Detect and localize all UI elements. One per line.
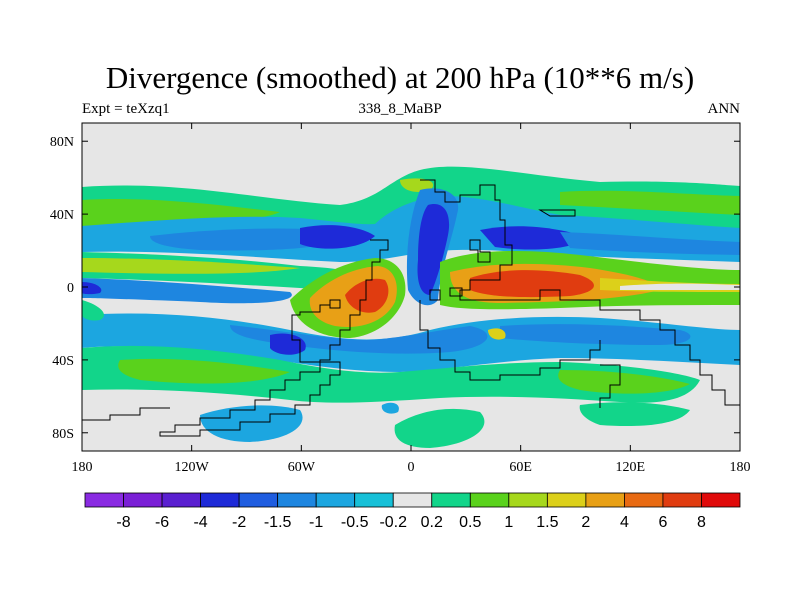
atlantic-divergence-red — [345, 278, 389, 313]
colorbar-label: 8 — [697, 514, 706, 531]
coast-islands — [329, 287, 463, 309]
x-tick-label: 180 — [72, 460, 93, 475]
colorbar-swatch — [701, 492, 741, 508]
sh-divergence-yellowgreen — [118, 358, 291, 384]
colorbar-swatch — [200, 492, 240, 508]
y-tick-label: 0 — [67, 281, 74, 296]
colorbar-swatch — [161, 492, 201, 508]
colorbar-swatch — [315, 492, 356, 508]
coast-europe-africa — [420, 179, 740, 406]
central-convergence-darkblue — [417, 204, 450, 295]
antarctic-blue-small — [381, 402, 399, 414]
sh-yellow-spot — [488, 328, 506, 340]
sh-divergence-green — [82, 345, 700, 403]
colorbar-label: 6 — [658, 514, 667, 531]
indian-divergence-red — [470, 270, 594, 298]
colorbar-label: -4 — [193, 514, 207, 531]
equatorial-darkblue-tip — [82, 282, 102, 295]
colorbar-label: -1 — [309, 514, 323, 531]
coastlines — [82, 179, 740, 437]
colorbar-label: -6 — [155, 514, 169, 531]
colorbar-label: -0.2 — [379, 514, 407, 531]
y-tick-label: 40N — [50, 208, 74, 223]
x-tick-label: 120W — [175, 460, 210, 475]
nh-yellow-spot — [400, 178, 434, 192]
colorbar-swatch — [546, 492, 587, 508]
colorbar-label: 2 — [581, 514, 590, 531]
colorbar-label: 0.5 — [459, 514, 481, 531]
y-tick-label: 80S — [52, 427, 74, 442]
colorbar-swatch — [277, 492, 317, 508]
map-area — [82, 123, 740, 451]
x-tick-label: 60W — [288, 460, 316, 475]
run-label: 338_8_MaBP — [358, 101, 442, 117]
coast-antarctic-west — [82, 407, 170, 421]
x-tick-label: 60E — [509, 460, 532, 475]
colorbar-swatch — [585, 492, 625, 508]
colorbar-label: -8 — [116, 514, 130, 531]
equatorial-yellowgreen-west — [82, 258, 300, 274]
sh-convergence-darkblue — [270, 333, 306, 355]
nh-convergence-mid-east — [560, 232, 740, 255]
colorbar-swatch — [84, 492, 124, 508]
colorbar: -8 -6 -4 -2 -1.5 -1 -0.5 -0.2 0.2 0.5 1 1.5 2 4 6 8 — [84, 492, 741, 531]
nh-jet-yellowgreen-east — [560, 190, 740, 215]
nh-convergence-darkblue-west — [300, 225, 375, 249]
colorbar-swatch — [392, 492, 433, 508]
antarctic-green — [394, 408, 485, 448]
colorbar-swatch — [508, 492, 548, 508]
equatorial-blue-west — [82, 278, 292, 304]
colorbar-swatch — [469, 492, 510, 508]
x-tick-label: 0 — [408, 460, 415, 475]
y-tick-label: 40S — [52, 354, 74, 369]
colorbar-label: 1.5 — [536, 514, 558, 531]
east-light-band — [620, 283, 740, 290]
colorbar-swatch — [662, 492, 702, 508]
colorbar-swatch — [624, 492, 664, 508]
colorbar-swatch — [238, 492, 279, 508]
experiment-label: Expt = teXzq1 — [82, 101, 170, 117]
colorbar-label: 0.2 — [421, 514, 443, 531]
x-tick-label: 180 — [730, 460, 751, 475]
colorbar-label: -2 — [232, 514, 246, 531]
colorbar-label: 4 — [620, 514, 629, 531]
sh-divergence-yellowgreen-east — [558, 370, 690, 394]
coast-arabia — [469, 239, 491, 263]
y-tick-label: 80N — [50, 135, 74, 150]
sh-convergence-midblue — [230, 325, 488, 354]
chart-title: Divergence (smoothed) at 200 hPa (10**6 … — [105, 60, 695, 95]
colorbar-label: 1 — [504, 514, 513, 531]
colorbar-swatch — [431, 492, 471, 508]
season-label: ANN — [707, 101, 741, 117]
coast-antarctic-arc — [599, 364, 621, 408]
colorbar-label: -1.5 — [264, 514, 292, 531]
axes: 180 120W 60W 0 60E 120E 180 80N 40N 0 40S 80S — [50, 123, 751, 475]
coast-asia-north — [538, 209, 576, 217]
sh-convergence-east — [500, 324, 691, 345]
colorbar-swatch — [123, 492, 163, 508]
colorbar-swatch — [354, 492, 394, 508]
coast-americas — [159, 239, 389, 437]
nw-corner-green — [82, 300, 104, 321]
colorbar-label: -0.5 — [341, 514, 369, 531]
antarctic-blue — [200, 405, 303, 442]
antarctic-green-east — [579, 402, 690, 427]
coast-africa-south — [419, 300, 601, 381]
x-tick-label: 120E — [616, 460, 646, 475]
